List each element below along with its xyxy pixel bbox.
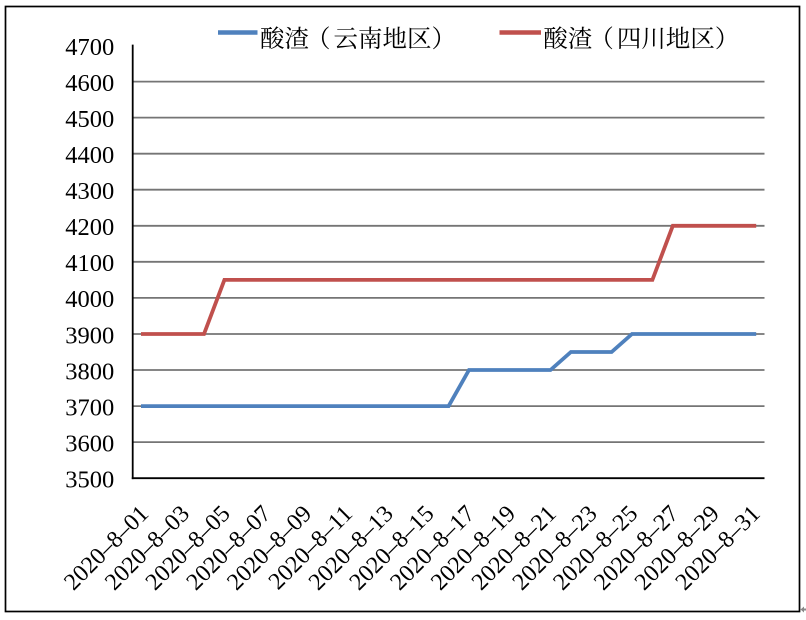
svg-text:4100: 4100 <box>65 250 114 277</box>
svg-text:3600: 3600 <box>65 430 114 457</box>
svg-text:4400: 4400 <box>65 142 114 169</box>
svg-text:3900: 3900 <box>65 322 114 349</box>
svg-text:3500: 3500 <box>65 467 114 494</box>
svg-text:4700: 4700 <box>65 34 114 61</box>
svg-text:4000: 4000 <box>65 286 114 313</box>
svg-text:4600: 4600 <box>65 70 114 97</box>
svg-text:4200: 4200 <box>65 214 114 241</box>
svg-text:3800: 3800 <box>65 358 114 385</box>
svg-text:3700: 3700 <box>65 394 114 421</box>
svg-text:4300: 4300 <box>65 178 114 205</box>
svg-text:4500: 4500 <box>65 106 114 133</box>
